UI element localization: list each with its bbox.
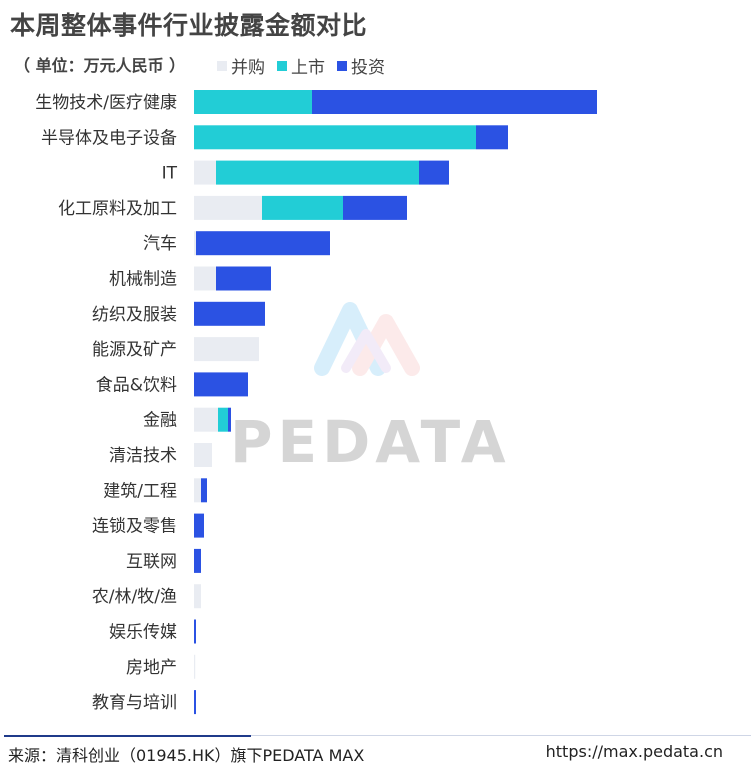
bar-investment [312, 90, 597, 114]
watermark: PEDATA MAX [230, 302, 530, 470]
bar-merger [194, 478, 201, 503]
bar-listing [262, 195, 343, 220]
legend-item-merger: 并购 [217, 53, 265, 78]
legend-item-listing: 上市 [277, 53, 325, 78]
category-label: 汽车 [143, 234, 177, 254]
category-label: 生物技术/医疗健康 [35, 93, 177, 113]
legend-label-merger: 并购 [231, 58, 265, 78]
legend: 并购 上市 投资 [217, 53, 397, 78]
legend-swatch-investment [337, 60, 347, 71]
legend-swatch-merger [217, 60, 227, 71]
category-label: 教育与培训 [92, 693, 177, 713]
bar-merger [194, 584, 201, 609]
bar-merger [194, 160, 216, 185]
unit-label: （ 单位：万元人民币 ） [14, 56, 186, 75]
category-label: 食品&饮料 [96, 375, 177, 395]
bar-investment [228, 407, 231, 432]
footer-url: https://max.pedata.cn [545, 742, 723, 761]
bar-merger [194, 266, 216, 291]
bar-investment [476, 125, 508, 150]
bar-merger [194, 407, 218, 432]
category-label: 机械制造 [109, 270, 177, 290]
bar-investment [216, 266, 271, 291]
bar-listing [218, 407, 228, 432]
bar-investment [419, 160, 449, 185]
bar-investment [194, 690, 196, 715]
bar-listing [194, 90, 312, 114]
bar-investment [194, 513, 204, 538]
bar-merger [194, 231, 196, 256]
category-label: 连锁及零售 [92, 517, 177, 537]
bar-listing [194, 125, 476, 150]
category-label: 能源及矿产 [92, 340, 177, 360]
category-label: 互联网 [126, 552, 177, 572]
footer-source: 来源：清科创业（01945.HK）旗下PEDATA MAX [8, 746, 365, 765]
footer-divider-accent [4, 735, 251, 737]
category-label: 化工原料及加工 [58, 199, 177, 219]
bar-merger [194, 195, 262, 220]
legend-label-investment: 投资 [351, 58, 385, 78]
legend-swatch-listing [277, 60, 287, 71]
category-label: 农/林/牧/渔 [92, 587, 177, 607]
bar-investment [196, 231, 330, 256]
category-label: 清洁技术 [109, 446, 177, 466]
category-label: IT [162, 164, 178, 184]
bar-merger [194, 337, 259, 362]
bar-listing [216, 160, 419, 185]
category-label: 建筑/工程 [103, 481, 177, 501]
bar-investment [194, 548, 201, 573]
category-label: 房地产 [126, 658, 177, 678]
bar-merger [194, 443, 212, 467]
chart-title: 本周整体事件行业披露金额对比 [10, 11, 368, 40]
bar-investment [194, 301, 265, 326]
bar-investment [194, 619, 196, 644]
category-label: 纺织及服装 [92, 305, 177, 325]
bar-investment [194, 372, 248, 397]
category-label: 半导体及电子设备 [41, 128, 177, 148]
footer-divider [251, 735, 751, 736]
watermark-text: PEDATA MAX [230, 408, 530, 470]
watermark-logo-icon [314, 302, 420, 376]
bar-investment [343, 195, 407, 220]
category-label: 金融 [143, 411, 177, 431]
legend-item-investment: 投资 [337, 53, 385, 78]
legend-label-listing: 上市 [291, 58, 325, 78]
category-label: 娱乐传媒 [109, 623, 177, 643]
bar-merger [194, 654, 196, 679]
bar-investment [201, 478, 207, 503]
